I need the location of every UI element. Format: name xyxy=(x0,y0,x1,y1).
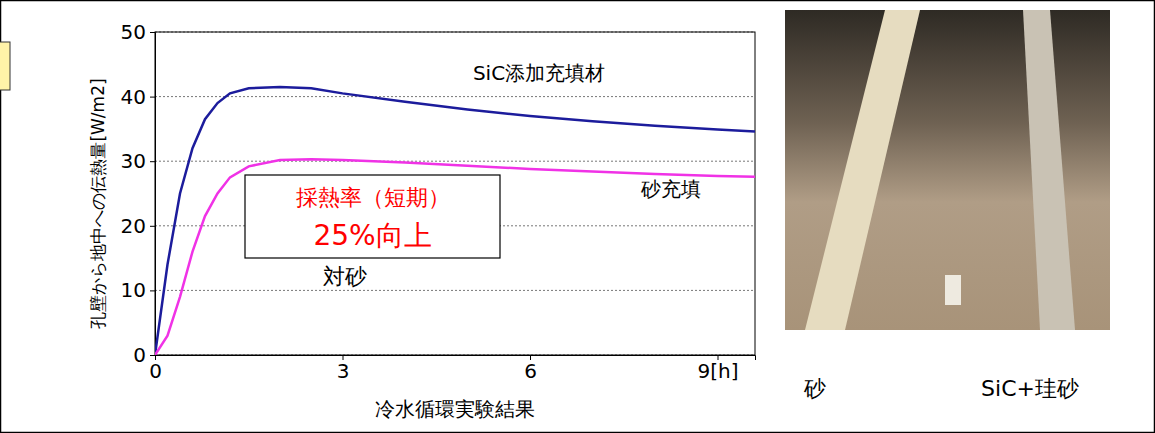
annotation-text: 対砂 xyxy=(323,264,367,289)
series-label: SiC添加充填材 xyxy=(473,61,605,85)
plot-frame xyxy=(155,32,755,355)
annotation-text: 25%向上 xyxy=(313,219,431,252)
y-tick-mark xyxy=(150,32,155,33)
x-tick: 3 xyxy=(337,355,350,383)
photo-label: 砂 xyxy=(803,376,826,401)
y-axis: 0 10 20 30 40 50 xyxy=(121,20,156,367)
x-tick-label: 0 xyxy=(149,359,162,383)
grid-line xyxy=(155,161,755,162)
x-tick: 6 xyxy=(524,355,537,383)
y-tick-mark xyxy=(150,290,155,291)
photo-label: SiC+珪砂 xyxy=(981,376,1079,401)
y-tick-label: 40 xyxy=(121,85,146,109)
y-tick: 40 xyxy=(121,85,155,109)
y-tick: 10 xyxy=(121,278,155,302)
y-tick: 50 xyxy=(121,20,155,44)
y-tick: 30 xyxy=(121,149,155,173)
figure-frame xyxy=(1,1,1155,433)
series-lines xyxy=(155,87,755,355)
grid-line xyxy=(155,290,755,291)
y-tick-mark xyxy=(150,355,155,356)
x-axis-line xyxy=(156,356,756,361)
y-tick-label: 30 xyxy=(121,149,146,173)
x-axis-title: 冷水循環実験結果 xyxy=(375,397,535,421)
photo-object xyxy=(945,275,961,305)
annotation-text: 採熱率（短期） xyxy=(296,185,450,210)
grid-line xyxy=(155,96,755,97)
y-tick: 20 xyxy=(121,214,155,238)
y-axis-title: 孔壁から地中への伝熱量[W/m2] xyxy=(88,78,108,328)
grid xyxy=(155,32,755,355)
annotation-box xyxy=(245,175,500,258)
photo-pipe-sand xyxy=(805,10,920,330)
x-tick-label: 6 xyxy=(524,359,537,383)
series-line xyxy=(155,159,755,355)
x-tick-label: 3 xyxy=(337,359,350,383)
y-tick-mark xyxy=(150,161,155,162)
y-tick-mark xyxy=(150,226,155,227)
x-tick: 9[h] xyxy=(697,355,738,383)
y-tick-mark xyxy=(150,97,155,98)
y-tick-label: 0 xyxy=(133,343,146,367)
series-line xyxy=(155,87,755,355)
figure: 0 10 20 30 40 50 0 3 6 9[h] 冷水循環実験結果 孔壁から地中への伝熱量[W/… xyxy=(0,0,1155,433)
x-axis: 0 3 6 9[h] xyxy=(149,355,755,383)
y-tick-label: 20 xyxy=(121,214,146,238)
side-note-box xyxy=(0,42,10,90)
photo-background xyxy=(785,10,1110,330)
y-tick-label: 10 xyxy=(121,278,146,302)
photo-pipe-sic xyxy=(1023,10,1075,330)
x-tick-label: 9[h] xyxy=(697,359,738,383)
photo xyxy=(785,10,1110,330)
y-axis-line xyxy=(150,33,156,356)
x-tick: 0 xyxy=(149,355,162,383)
series-label: 砂充填 xyxy=(640,177,701,201)
y-tick-label: 50 xyxy=(121,20,146,44)
